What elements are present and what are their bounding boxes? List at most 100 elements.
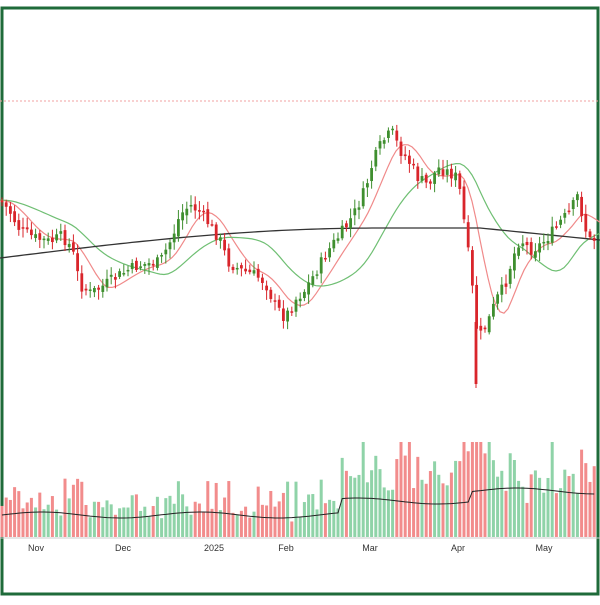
candle-body <box>151 263 155 266</box>
x-tick-label: Apr <box>451 543 465 553</box>
volume-bar <box>525 502 529 537</box>
volume-bar <box>328 499 332 537</box>
candle-body <box>555 226 558 228</box>
volume-bar <box>176 481 180 537</box>
volume-bar <box>424 483 428 537</box>
volume-bar <box>25 502 29 537</box>
volume-bar <box>458 461 462 537</box>
volume-bar <box>353 477 357 537</box>
volume-bar <box>546 477 550 537</box>
volume-bar <box>403 455 407 537</box>
candle-body <box>387 130 390 139</box>
candle-body <box>584 213 588 232</box>
volume-bar <box>218 510 222 537</box>
candle-body <box>340 225 344 239</box>
candle-body <box>240 265 243 269</box>
candle-body <box>500 284 504 295</box>
volume-bar <box>160 518 164 537</box>
volume-bar <box>147 516 151 537</box>
candle-body <box>571 200 575 210</box>
volume-bar <box>298 516 302 537</box>
candle-body <box>97 287 100 290</box>
volume-bar <box>88 517 92 537</box>
volume-bar <box>197 503 201 537</box>
candle-body <box>433 173 436 184</box>
volume-bar <box>134 494 138 537</box>
volume-bar <box>323 503 327 537</box>
volume-bar <box>567 476 571 537</box>
volume-bar <box>491 460 495 537</box>
candle-body <box>521 243 525 247</box>
volume-bar <box>181 494 185 537</box>
volume-bar <box>542 492 546 537</box>
volume-bar <box>588 481 592 537</box>
candle-body <box>181 212 184 221</box>
volume-bar <box>21 508 25 537</box>
candle-body <box>198 210 201 212</box>
volume-bar <box>315 509 319 537</box>
volume-bar <box>374 455 378 537</box>
candle-body <box>0 200 4 203</box>
candle-body <box>13 211 16 223</box>
volume-bar <box>336 508 340 537</box>
volume-bar <box>391 489 395 537</box>
volume-bar <box>420 479 424 537</box>
volume-bar <box>155 496 159 537</box>
volume-bar <box>231 512 235 537</box>
candle-body <box>265 285 268 291</box>
volume-bar <box>29 497 33 537</box>
volume-bar <box>97 501 101 537</box>
candle-body <box>122 273 126 275</box>
candle-body <box>252 270 256 274</box>
volume-bar <box>554 493 558 537</box>
volume-bar <box>294 481 298 537</box>
volume-bar <box>63 478 67 537</box>
candle-body <box>273 300 277 302</box>
candle-body <box>479 325 483 331</box>
candle-body <box>559 219 562 225</box>
candle-body <box>130 263 134 270</box>
volume-bar <box>370 470 374 537</box>
volume-bar <box>248 517 252 537</box>
candle-body <box>223 239 226 251</box>
candle-body <box>311 276 315 285</box>
candle-body <box>580 196 583 217</box>
volume-bar <box>277 501 281 537</box>
volume-bar <box>592 466 596 537</box>
candle-body <box>172 233 176 243</box>
volume-bar <box>235 514 239 537</box>
candle-body <box>576 194 579 201</box>
candle-body <box>437 167 441 175</box>
x-tick-label: 2025 <box>204 543 224 553</box>
candle-body <box>256 268 260 278</box>
candle-body <box>374 149 378 167</box>
volume-bar <box>139 510 143 537</box>
volume-bar <box>189 514 193 537</box>
volume-bar <box>462 442 466 537</box>
sma-50-line <box>0 162 600 287</box>
volume-bar <box>4 497 8 537</box>
candle-body <box>525 241 529 246</box>
volume-bar <box>281 492 285 537</box>
candle-body <box>429 181 432 184</box>
volume-bar <box>71 484 75 537</box>
volume-bar <box>256 486 260 537</box>
candle-body <box>21 227 25 229</box>
volume-bar <box>533 470 537 537</box>
volume-bar <box>143 506 147 537</box>
candle-body <box>286 310 289 322</box>
volume-bar <box>84 505 88 537</box>
volume-bar <box>508 453 512 537</box>
candle-body <box>231 266 235 271</box>
volume-bar <box>361 442 365 537</box>
volume-bar <box>168 495 172 537</box>
candle-body <box>412 163 415 166</box>
x-axis-ticks: Nov Dec 2025 Feb Mar Apr May <box>28 543 553 553</box>
candle-body <box>366 183 369 188</box>
candle-body <box>261 277 264 283</box>
candle-body <box>84 288 88 291</box>
volume-bar <box>122 507 126 537</box>
candle-body <box>563 212 567 218</box>
